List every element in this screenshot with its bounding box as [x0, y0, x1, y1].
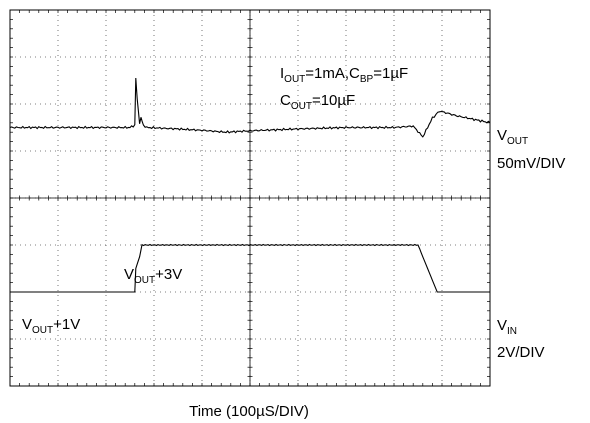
vin-scale-label: 2V/DIV [497, 344, 545, 361]
conditions-line1: IOUT=1mA,CBP=1µF [280, 65, 408, 85]
x-axis-label: Time (100µS/DIV) [189, 403, 309, 420]
vout-scale-label: 50mV/DIV [497, 155, 565, 172]
vout-channel-label: VOUT [497, 127, 528, 147]
traces [9, 77, 491, 293]
vin-trace [10, 243, 490, 293]
vout-trace [9, 77, 491, 138]
vin-channel-label: VIN [497, 317, 517, 337]
vin-high-level-label: VOUT+3V [124, 266, 182, 286]
graticule [9, 9, 491, 387]
vin-low-level-label: VOUT+1V [22, 316, 80, 336]
conditions-line2: COUT=10µF [280, 92, 355, 112]
